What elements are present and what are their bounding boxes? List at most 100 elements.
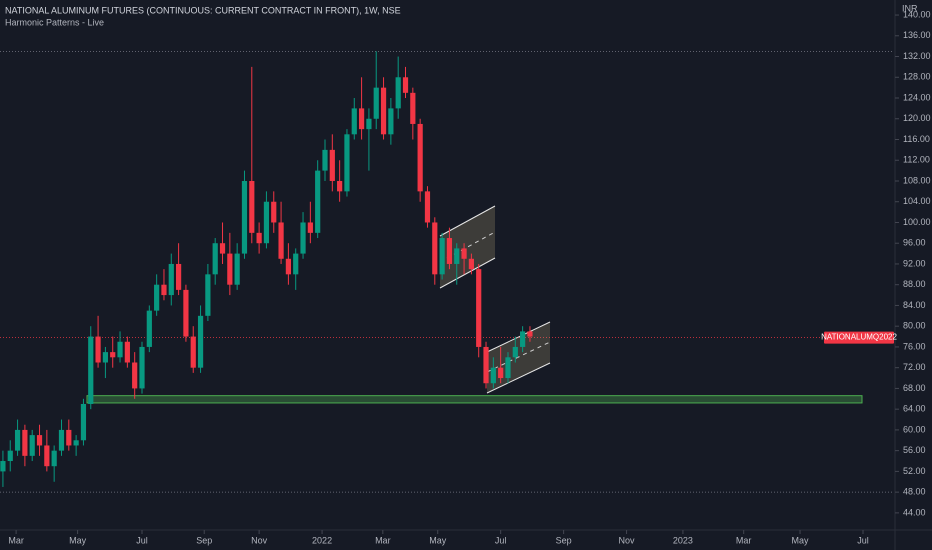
- y-tick-label: 108.00: [903, 175, 931, 185]
- candle-body: [278, 222, 284, 259]
- candle-body: [14, 429, 21, 451]
- x-tick-label: Mar: [736, 535, 752, 545]
- candle-body: [51, 450, 57, 467]
- candle-body: [373, 87, 379, 119]
- candle-body: [139, 346, 145, 389]
- candle-body: [154, 284, 160, 311]
- candle-body: [388, 108, 394, 135]
- candle-body: [168, 263, 174, 296]
- y-tick-label: 88.00: [903, 279, 926, 289]
- candle-body: [102, 352, 109, 363]
- candle-body: [439, 238, 445, 275]
- candle-body: [424, 191, 431, 223]
- candle-body: [315, 170, 321, 233]
- y-tick-label: 52.00: [903, 466, 926, 476]
- x-tick-label: May: [429, 535, 447, 545]
- x-tick-label: Mar: [8, 535, 24, 545]
- candle-body: [197, 315, 204, 368]
- candle-body: [0, 461, 6, 472]
- candle-body: [212, 243, 218, 275]
- y-tick-label: 116.00: [903, 134, 930, 144]
- indicator-name: Harmonic Patterns - Live: [5, 17, 104, 27]
- candle-body: [110, 352, 116, 358]
- candle-body: [454, 248, 460, 264]
- candle-body: [205, 274, 211, 316]
- candle-body: [219, 243, 226, 254]
- candle-body: [80, 403, 87, 441]
- candle-body: [358, 108, 365, 130]
- x-tick-label: Sep: [196, 535, 212, 545]
- candle-body: [263, 201, 270, 244]
- support-zone: [86, 395, 863, 404]
- y-tick-label: 56.00: [903, 445, 926, 455]
- y-tick-label: 72.00: [903, 362, 926, 372]
- candle-body: [505, 357, 511, 379]
- candle-body: [132, 362, 138, 389]
- candle-body: [66, 429, 72, 446]
- candle-body: [285, 258, 291, 275]
- y-tick-label: 96.00: [903, 238, 926, 248]
- y-tick-label: 112.00: [903, 155, 930, 165]
- candle-body: [446, 238, 453, 264]
- candle-body: [366, 118, 372, 130]
- y-tick-label: 124.00: [903, 92, 931, 102]
- x-tick-label: Nov: [251, 535, 268, 545]
- x-tick-label: Sep: [556, 535, 572, 545]
- price-label: NATIONALUMQ2022: [821, 333, 897, 342]
- candle-body: [490, 367, 496, 384]
- y-tick-label: 128.00: [903, 72, 931, 82]
- candle-body: [124, 341, 130, 363]
- candle-body: [146, 310, 152, 347]
- candle-body: [22, 429, 28, 456]
- y-tick-label: 104.00: [903, 196, 931, 206]
- candle-body: [527, 331, 533, 337]
- x-tick-label: Jul: [857, 535, 869, 545]
- candle-body: [249, 180, 255, 233]
- candle-body: [58, 429, 65, 451]
- candle-body: [395, 77, 401, 109]
- y-tick-label: 80.00: [903, 321, 926, 331]
- candle-body: [307, 222, 313, 233]
- candle-body: [461, 248, 467, 259]
- candle-body: [380, 87, 387, 135]
- candle-body: [73, 440, 79, 446]
- candle-body: [88, 336, 94, 404]
- chart-title: NATIONAL ALUMINUM FUTURES (CONTINUOUS: C…: [5, 5, 401, 15]
- candle-body: [95, 336, 101, 363]
- candle-body: [29, 435, 35, 456]
- candle-body: [241, 180, 248, 254]
- y-tick-label: 100.00: [903, 217, 931, 227]
- y-tick-label: 64.00: [903, 404, 926, 414]
- candle-body: [417, 123, 423, 192]
- candle-body: [183, 289, 189, 337]
- candle-body: [410, 92, 416, 124]
- y-tick-label: 136.00: [903, 30, 931, 40]
- x-tick-label: Nov: [619, 535, 636, 545]
- candle-body: [161, 284, 167, 296]
- candle-body: [512, 346, 518, 358]
- candle-body: [293, 253, 299, 275]
- candle-body: [351, 108, 357, 135]
- price-label-box: [824, 331, 894, 344]
- y-tick-label: 76.00: [903, 341, 926, 351]
- candle-body: [329, 149, 335, 181]
- y-tick-label: 92.00: [903, 258, 926, 268]
- y-tick-label: 60.00: [903, 424, 926, 434]
- candle-body: [468, 258, 474, 270]
- candle-body: [520, 331, 526, 347]
- candle-body: [256, 232, 262, 244]
- currency-label: INR: [902, 3, 918, 13]
- candle-body: [344, 134, 350, 192]
- y-tick-label: 44.00: [903, 507, 926, 517]
- x-tick-label: May: [792, 535, 810, 545]
- candle-body: [322, 149, 328, 171]
- y-tick-label: 140.00: [903, 9, 931, 19]
- candle-body: [227, 253, 233, 285]
- y-tick-label: 120.00: [903, 113, 931, 123]
- candle-body: [176, 263, 182, 290]
- candle-body: [402, 77, 409, 93]
- candle-body: [432, 222, 438, 275]
